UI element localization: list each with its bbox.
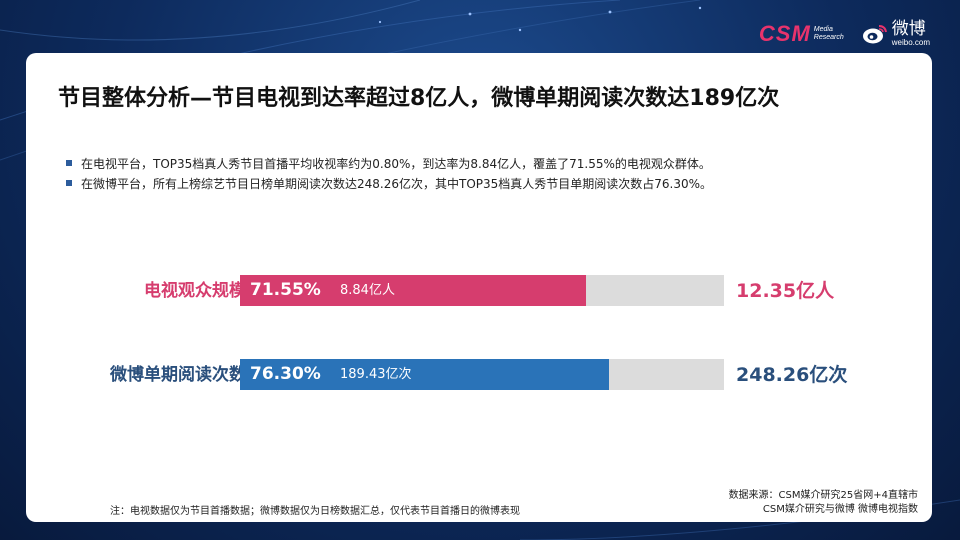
bullet-text-tv: 在电视平台，TOP35档真人秀节目首播平均收视率约为0.80%，到达率为8.84…	[81, 156, 711, 171]
weibo-logo-cn: 微博	[891, 19, 926, 39]
csm-logo-text: CSM	[758, 20, 811, 46]
csm-logo-sub2: Research	[813, 33, 844, 41]
weibo-logo-texts: 微博 weibo.com	[892, 20, 930, 47]
bar-track-weibo: 76.30% 189.43亿次	[240, 359, 724, 390]
bar-percent-weibo: 76.30%	[250, 364, 321, 384]
content-card: 节目整体分析—节目电视到达率超过8亿人，微博单期阅读次数达189亿次 在电视平台…	[26, 53, 932, 522]
bar-total-tv: 12.35亿人	[736, 280, 835, 302]
csm-logo-sub1: Media	[813, 25, 833, 33]
bar-label-weibo: 微博单期阅读次数	[110, 365, 246, 385]
weibo-logo-en: weibo.com	[891, 38, 930, 47]
bar-row-weibo: 微博单期阅读次数 76.30% 189.43亿次 248.26亿次	[26, 359, 932, 391]
bullet-item-weibo: 在微博平台，所有上榜综艺节目日榜单期阅读次数达248.26亿次，其中TOP35档…	[66, 173, 712, 193]
bar-percent-tv: 71.55%	[250, 280, 321, 300]
bar-track-tv: 71.55% 8.84亿人	[240, 275, 724, 306]
bullet-list: 在电视平台，TOP35档真人秀节目首播平均收视率约为0.80%，到达率为8.84…	[66, 153, 712, 193]
weibo-logo: 微博 weibo.com	[862, 20, 930, 47]
bullet-item-tv: 在电视平台，TOP35档真人秀节目首播平均收视率约为0.80%，到达率为8.84…	[66, 153, 712, 173]
bar-part-label-tv: 8.84亿人	[340, 283, 395, 298]
square-bullet-icon	[66, 160, 72, 166]
bar-label-tv: 电视观众规模	[144, 281, 246, 301]
bar-fill-tv	[240, 275, 587, 306]
csm-logo-subtext: Media Research	[814, 26, 844, 42]
data-source-line-1: 数据来源：CSM媒介研究25省网+4直辖市	[728, 490, 918, 501]
bar-fill-weibo	[240, 359, 610, 390]
header-logos: CSM Media Research 微博 weibo.com	[759, 20, 930, 47]
bar-row-tv: 电视观众规模 71.55% 8.84亿人 12.35亿人	[26, 275, 932, 307]
bullet-text-weibo: 在微博平台，所有上榜综艺节目日榜单期阅读次数达248.26亿次，其中TOP35档…	[81, 176, 713, 191]
bar-part-label-weibo: 189.43亿次	[340, 367, 412, 382]
slide-title: 节目整体分析—节目电视到达率超过8亿人，微博单期阅读次数达189亿次	[58, 86, 780, 111]
bar-total-weibo: 248.26亿次	[736, 364, 848, 386]
data-source: 数据来源：CSM媒介研究25省网+4直辖市 CSM媒介研究与微博 微博电视指数	[729, 489, 918, 517]
square-bullet-icon	[66, 180, 72, 186]
footnote: 注：电视数据仅为节目首播数据；微博数据仅为日榜数据汇总，仅代表节目首播日的微博表…	[110, 506, 520, 517]
weibo-eye-icon	[862, 24, 887, 43]
data-source-line-2: CSM媒介研究与微博 微博电视指数	[762, 504, 918, 515]
csm-logo: CSM Media Research	[759, 21, 844, 47]
